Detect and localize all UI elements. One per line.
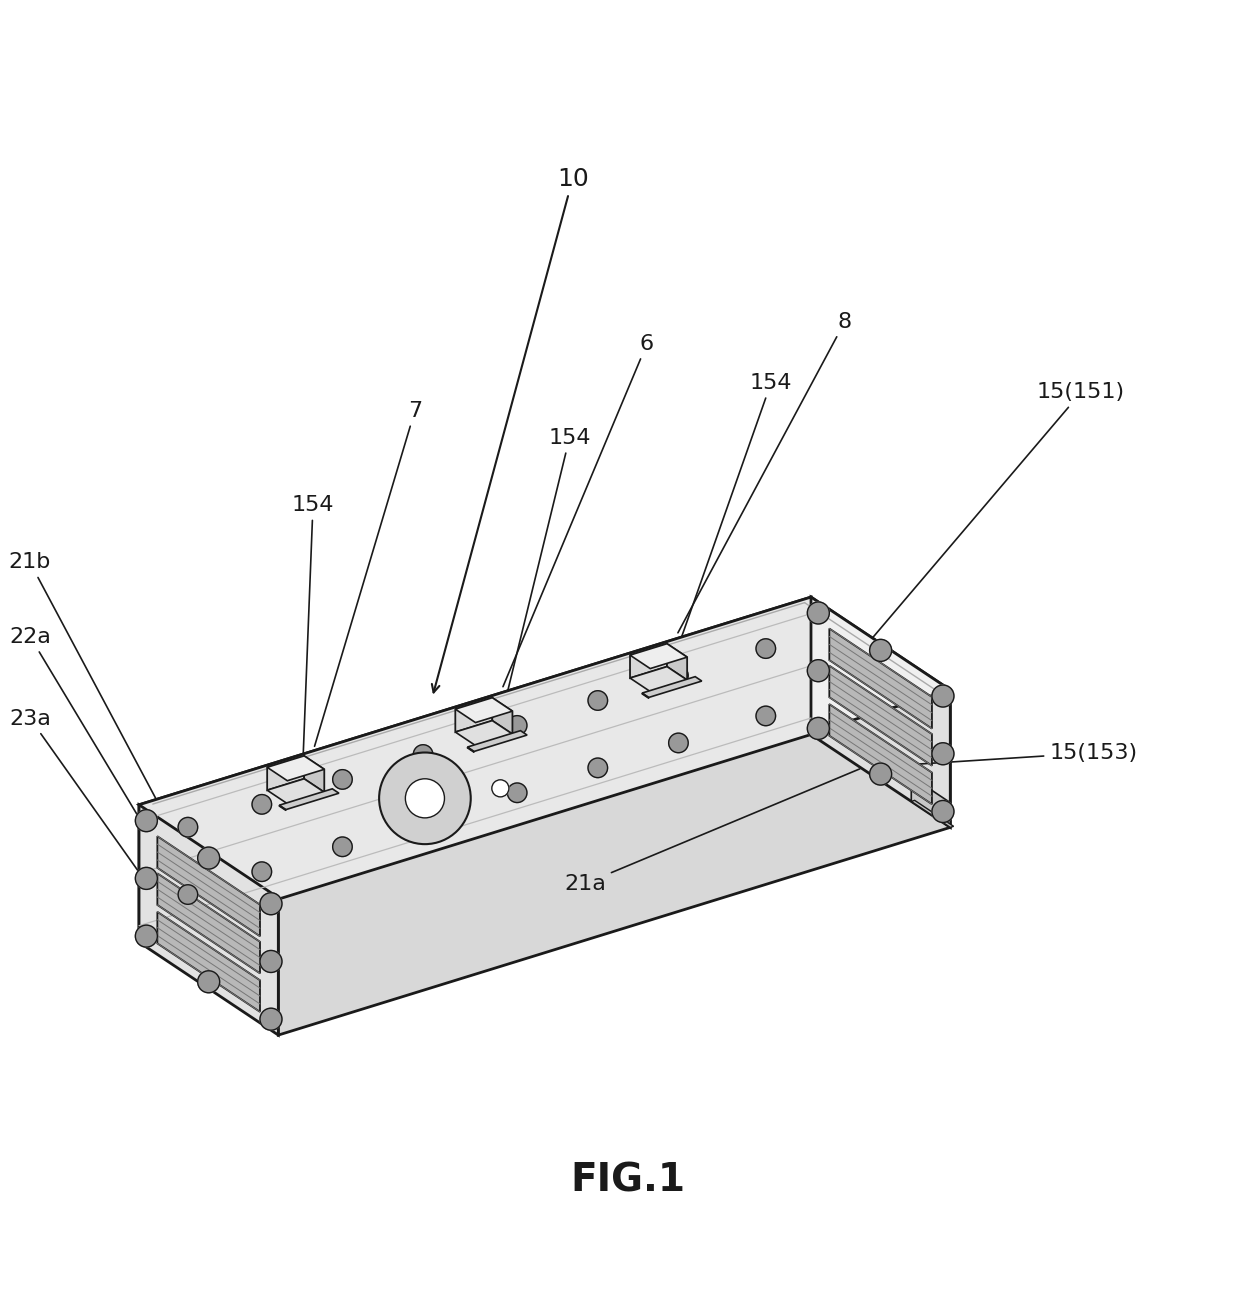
Circle shape [869,763,892,785]
Text: 6: 6 [503,334,653,687]
Text: 154: 154 [666,373,792,683]
Circle shape [179,885,197,905]
Circle shape [332,837,352,857]
Circle shape [668,733,688,753]
Circle shape [135,867,157,889]
Polygon shape [911,801,954,827]
Circle shape [492,780,508,797]
Text: 154: 154 [496,427,590,737]
Circle shape [932,685,954,707]
Polygon shape [278,691,950,1035]
Polygon shape [830,704,932,805]
Circle shape [932,742,954,765]
Polygon shape [279,789,339,810]
Circle shape [413,813,433,832]
Circle shape [869,640,892,662]
Circle shape [179,818,197,837]
Circle shape [197,848,219,870]
Polygon shape [467,731,527,752]
Polygon shape [642,693,649,698]
Circle shape [807,659,830,681]
Text: 21a: 21a [564,768,859,893]
Polygon shape [139,805,278,1035]
Text: 15(151): 15(151) [822,383,1125,697]
Circle shape [932,801,954,823]
Circle shape [756,639,775,658]
Text: 21b: 21b [9,552,201,884]
Polygon shape [455,720,512,745]
Polygon shape [279,805,286,810]
Polygon shape [267,779,325,803]
Circle shape [135,925,157,948]
Text: 22b: 22b [763,713,866,732]
Polygon shape [630,644,687,668]
Circle shape [807,602,830,624]
Circle shape [507,783,527,802]
Circle shape [507,715,527,735]
Text: 154: 154 [291,495,335,796]
Circle shape [252,862,272,881]
Polygon shape [157,911,260,1012]
Polygon shape [630,644,667,678]
Ellipse shape [379,753,471,844]
Polygon shape [642,676,702,697]
Polygon shape [492,698,512,735]
Text: 7: 7 [315,401,422,746]
Ellipse shape [405,779,444,818]
Text: 10: 10 [432,166,589,692]
Polygon shape [139,597,811,942]
Polygon shape [139,597,950,898]
Circle shape [807,718,830,740]
Polygon shape [304,755,325,792]
Circle shape [413,745,433,765]
Text: 8: 8 [678,312,852,633]
Circle shape [135,810,157,832]
Polygon shape [455,698,492,732]
Circle shape [252,794,272,814]
Text: 22a: 22a [9,627,201,922]
Circle shape [756,706,775,726]
Polygon shape [830,666,932,766]
Polygon shape [157,874,260,974]
Polygon shape [811,597,950,827]
Polygon shape [455,698,512,723]
Circle shape [197,971,219,993]
Circle shape [260,1009,281,1031]
Text: 121: 121 [365,776,423,827]
Circle shape [332,770,352,789]
Polygon shape [630,667,687,692]
Circle shape [260,893,281,915]
Text: 23b: 23b [760,641,866,678]
Text: 15(153): 15(153) [884,742,1137,766]
Circle shape [260,950,281,972]
Polygon shape [667,644,687,680]
Polygon shape [911,776,950,827]
Circle shape [588,758,608,778]
Polygon shape [157,836,260,936]
Polygon shape [267,755,304,790]
Text: 23a: 23a [9,709,201,959]
Circle shape [588,691,608,710]
Polygon shape [267,755,325,780]
Polygon shape [467,748,474,753]
Text: FIG.1: FIG.1 [570,1162,686,1199]
Polygon shape [830,628,932,728]
Circle shape [668,666,688,685]
